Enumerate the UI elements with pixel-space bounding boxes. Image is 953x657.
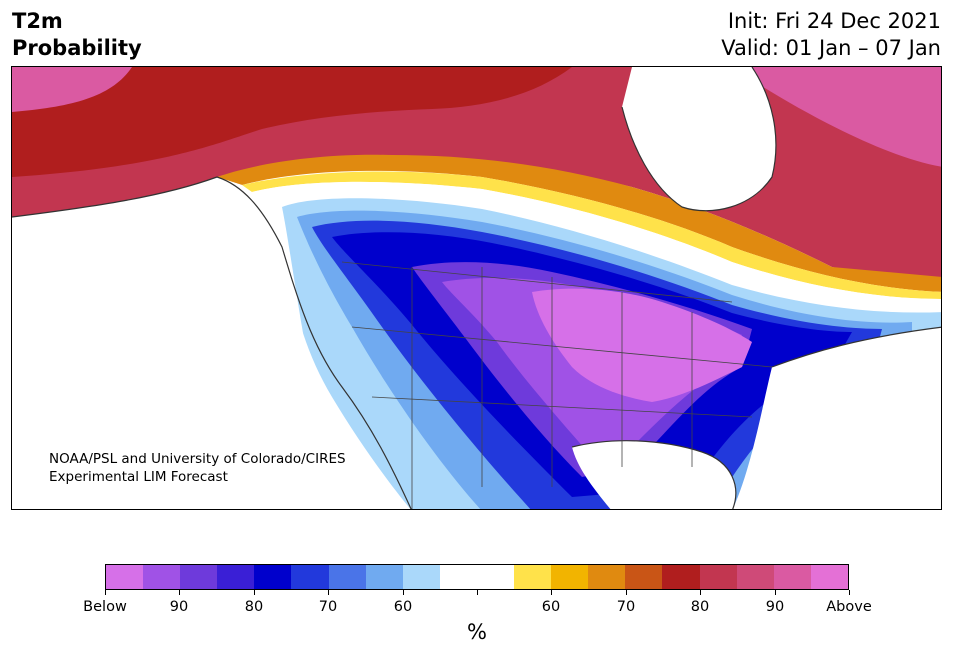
colorbar-tick [254,590,255,595]
probability-map [11,66,942,510]
cold-core-below [532,288,752,402]
warm-band-orange [217,154,941,292]
warm-region-high [12,67,941,167]
colorbar-tick-label: 70 [318,599,338,615]
colorbar-segment [736,565,774,589]
colorbar-tick [775,590,776,595]
colorbar-tick-label: 90 [765,599,785,615]
colorbar-segment [291,565,329,589]
colorbar-tick [626,590,627,595]
pacific-ocean [12,177,411,509]
forecast-dates: Init: Fri 24 Dec 2021 Valid: 01 Jan – 07… [721,8,941,62]
warm-band-yellow [242,171,941,299]
colorbar-segment [625,565,663,589]
colorbar-segment [588,565,626,589]
colorbar-segment [662,565,700,589]
valid-range: Valid: 01 Jan – 07 Jan [721,36,941,60]
colorbar-segment [810,565,848,589]
colorbar-segment [254,565,292,589]
gulf-of-mexico [572,440,736,509]
colorbar-tick-label: 80 [690,599,710,615]
colorbar-tick-label: 90 [169,599,189,615]
colorbar-tick [179,590,180,595]
neutral-band [252,181,941,313]
colorbar-segment [476,565,515,589]
colorbar-tick [551,590,552,595]
colorbar-segment [106,565,144,589]
colorbar-tick-label: Below [83,599,127,615]
warm-region-mid [12,67,572,177]
colorbar-segment [439,565,477,589]
colorbar-segment [551,565,589,589]
colorbar-segment [402,565,440,589]
colorbar-unit-label: % [467,620,487,644]
credit-line-2: Experimental LIM Forecast [49,469,228,485]
colorbar-tick [105,590,106,595]
title-line-1: T2m [12,9,63,33]
colorbar-tick-label: 60 [393,599,413,615]
map-title: T2m Probability [12,8,142,62]
colorbar-tick-label: 60 [541,599,561,615]
atlantic-ocean [732,327,941,509]
colorbar-segment [773,565,811,589]
credit-line-1: NOAA/PSL and University of Colorado/CIRE… [49,451,346,467]
political-borders [341,261,773,509]
coastlines [12,67,941,509]
colorbar-tick [700,590,701,595]
colorbar-tick [477,590,478,595]
colorbar-segment [217,565,255,589]
colorbar-segment [514,565,552,589]
colorbar-tick-label: 70 [616,599,636,615]
colorbar-tick [849,590,850,595]
title-line-2: Probability [12,36,142,60]
hudson-bay [622,67,776,211]
colorbar-tick-label: Above [826,599,872,615]
colorbar [105,564,849,590]
colorbar-segment [699,565,737,589]
colorbar-segment [180,565,218,589]
colorbar-tick [328,590,329,595]
init-date: Init: Fri 24 Dec 2021 [727,9,941,33]
colorbar-tick-label: 80 [244,599,264,615]
colorbar-segment [143,565,181,589]
colorbar-segment [365,565,403,589]
colorbar-tick [403,590,404,595]
credit-text: NOAA/PSL and University of Colorado/CIRE… [49,450,346,486]
map-canvas [12,67,941,509]
colorbar-segment [328,565,366,589]
